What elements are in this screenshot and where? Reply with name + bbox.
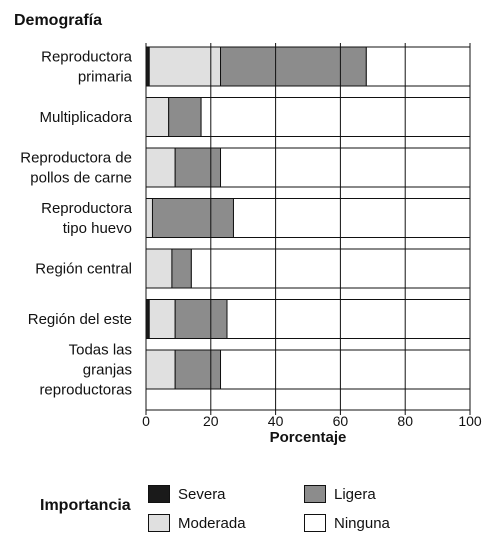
legend-swatch-ninguna <box>304 514 326 532</box>
bar-segment-moderada-3 <box>145 198 153 238</box>
bar-segment-ligera-2 <box>174 147 222 188</box>
bar-segment-ligera-1 <box>168 97 202 137</box>
legend-label-ninguna: Ninguna <box>334 514 390 532</box>
bar-segment-ninguna-6 <box>220 349 471 390</box>
x-tick-label: 80 <box>397 413 413 429</box>
bar-segment-moderada-0 <box>148 46 222 87</box>
legend-item-moderada: Moderada <box>148 514 246 532</box>
bar-segment-moderada-4 <box>145 248 173 289</box>
x-tick-label: 0 <box>142 413 150 429</box>
legend-label-ligera: Ligera <box>334 485 376 503</box>
bar-segment-ligera-6 <box>174 349 222 390</box>
bar-segment-ligera-4 <box>171 248 192 289</box>
legend-title: Importancia <box>40 497 131 514</box>
legend-item-ligera: Ligera <box>304 485 376 503</box>
bar-segment-moderada-2 <box>145 147 176 188</box>
category-label: Región del este <box>28 311 132 328</box>
bar-segment-ninguna-1 <box>200 97 471 137</box>
bar-segment-ninguna-4 <box>190 248 471 289</box>
bar-segment-moderada-5 <box>148 299 176 339</box>
legend-swatch-moderada <box>148 514 170 532</box>
x-tick-label: 100 <box>458 413 482 429</box>
bar-segment-ligera-3 <box>151 198 234 238</box>
category-label: Reproductora primaria <box>41 49 133 86</box>
chart-title: Demografía <box>14 12 103 29</box>
bar-segment-ligera-0 <box>220 46 367 87</box>
category-label: Reproductora de pollos de carne <box>20 150 132 187</box>
bar-segment-moderada-6 <box>145 349 176 390</box>
legend-item-ninguna: Ninguna <box>304 514 390 532</box>
stacked-bar-chart: Reproductora primaria Multiplicadora Reprod… <box>20 43 482 446</box>
legend-swatch-ligera <box>304 485 326 503</box>
legend-label-severa: Severa <box>178 485 226 503</box>
bar-segment-moderada-1 <box>145 97 170 137</box>
x-tick-label: 40 <box>268 413 284 429</box>
legend-label-moderada: Moderada <box>178 514 246 532</box>
bar-segment-ninguna-0 <box>365 46 471 87</box>
legend-swatch-severa <box>148 485 170 503</box>
category-label: Todas las granjas reproductoras <box>39 342 132 399</box>
category-label: Región central <box>35 261 132 278</box>
x-tick-label: 60 <box>333 413 349 429</box>
bar-segment-ninguna-2 <box>220 147 471 188</box>
bar-segment-ligera-5 <box>174 299 228 339</box>
x-axis-title: Porcentaje <box>270 429 347 446</box>
category-label: Reproductora tipo huevo <box>41 200 133 237</box>
bar-segment-ninguna-3 <box>232 198 471 238</box>
x-tick-label: 20 <box>203 413 219 429</box>
category-label: Multiplicadora <box>39 109 132 126</box>
bar-segment-ninguna-5 <box>226 299 471 339</box>
legend-item-severa: Severa <box>148 485 226 503</box>
